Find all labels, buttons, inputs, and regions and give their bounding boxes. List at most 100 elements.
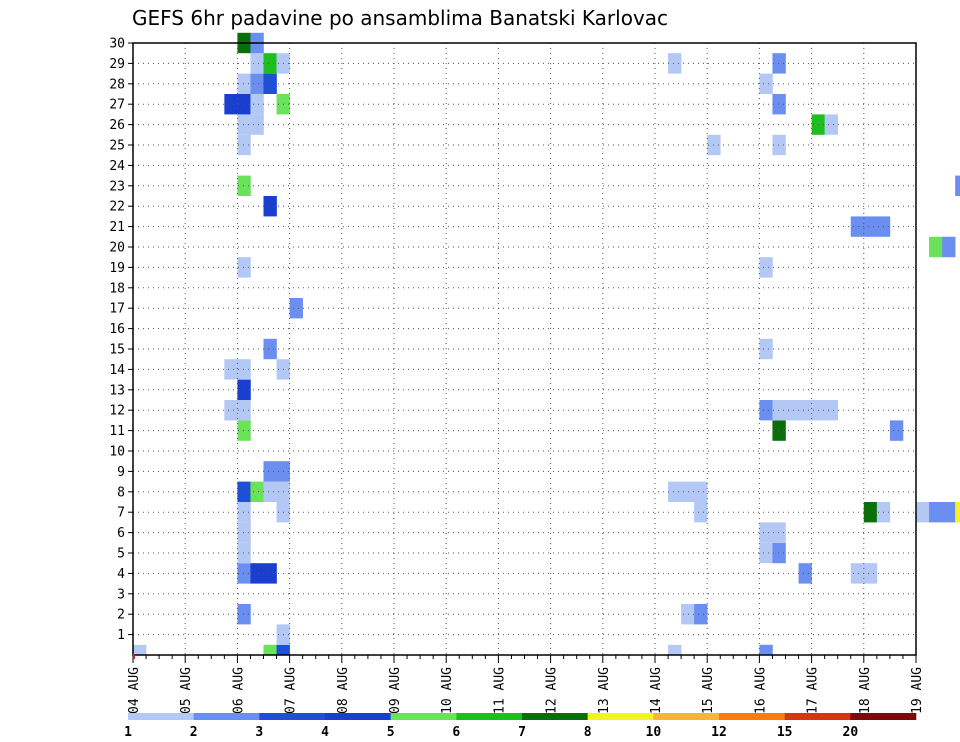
x-tick-label: 19 AUG bbox=[910, 667, 925, 714]
precip-cell bbox=[955, 502, 960, 523]
precip-cell bbox=[694, 604, 708, 625]
precip-cell bbox=[263, 481, 277, 502]
y-tick-label: 22 bbox=[109, 200, 125, 215]
precip-cell bbox=[942, 236, 956, 258]
precip-cell bbox=[929, 502, 943, 523]
precip-cell bbox=[237, 604, 251, 625]
precip-cell bbox=[916, 502, 930, 523]
colorbar-label: 6 bbox=[452, 725, 460, 740]
precip-cell bbox=[250, 481, 264, 502]
precip-cell bbox=[237, 175, 251, 196]
precip-cell bbox=[263, 338, 277, 360]
precip-cell bbox=[237, 379, 251, 400]
colorbar-label: 3 bbox=[255, 725, 263, 740]
colorbar-swatch bbox=[784, 713, 851, 720]
x-tick-label: 16 AUG bbox=[753, 667, 768, 714]
y-tick-label: 28 bbox=[109, 77, 125, 92]
precip-cell bbox=[863, 563, 878, 584]
precip-cell bbox=[759, 522, 773, 543]
colorbar-label: 5 bbox=[387, 725, 395, 740]
x-tick-label: 11 AUG bbox=[492, 667, 507, 714]
precip-cell bbox=[237, 73, 251, 94]
y-tick-label: 26 bbox=[109, 118, 125, 133]
precip-cell bbox=[863, 216, 878, 237]
y-tick-label: 3 bbox=[117, 587, 125, 602]
x-axis: 04 AUG 05 AUG 06 AUG 07 AUG 08 AUG 09 AUG 10 A… bbox=[127, 654, 925, 714]
colorbar-label: 4 bbox=[321, 725, 329, 740]
precip-cell bbox=[250, 94, 264, 115]
x-tick-label: 05 AUG bbox=[179, 667, 194, 714]
precip-cell bbox=[759, 338, 773, 360]
precip-cell bbox=[237, 420, 251, 441]
precip-cell bbox=[955, 175, 960, 196]
precip-cell bbox=[224, 94, 238, 115]
precip-cell bbox=[772, 420, 786, 441]
colorbar-swatch bbox=[522, 713, 588, 720]
y-tick-label: 29 bbox=[109, 57, 125, 72]
precip-cell bbox=[250, 563, 264, 584]
colorbar-swatch bbox=[193, 713, 260, 720]
precip-cell bbox=[850, 216, 865, 237]
chart-title: GEFS 6hr padavine po ansamblima Banatski… bbox=[132, 6, 668, 30]
precip-cell bbox=[772, 542, 786, 564]
y-tick-label: 18 bbox=[109, 281, 125, 296]
x-tick-label: 08 AUG bbox=[336, 667, 351, 714]
y-tick-label: 9 bbox=[117, 465, 125, 480]
precip-cell bbox=[250, 53, 264, 74]
precip-cell bbox=[798, 563, 812, 584]
precip-cell bbox=[798, 400, 812, 421]
precip-cell bbox=[668, 481, 682, 502]
y-tick-label: 2 bbox=[117, 608, 125, 623]
colorbar-label: 12 bbox=[711, 725, 727, 740]
precip-cell bbox=[759, 73, 773, 94]
y-tick-label: 15 bbox=[109, 343, 125, 358]
x-tick-label: 14 AUG bbox=[649, 667, 664, 714]
precip-cell bbox=[785, 400, 799, 421]
colorbar-swatch bbox=[128, 713, 194, 720]
precip-cell bbox=[772, 53, 786, 74]
x-tick-label: 04 AUG bbox=[127, 667, 142, 714]
colorbar: 1 2 3 4 5 6 7 8 10 12 15 20 bbox=[124, 713, 917, 740]
x-tick-label: 17 AUG bbox=[806, 667, 821, 714]
y-axis: 1234567891011121314151617181920212223242… bbox=[109, 37, 133, 643]
precip-cell bbox=[250, 114, 264, 135]
x-tick-label: 12 AUG bbox=[545, 667, 560, 714]
precip-cell bbox=[237, 257, 251, 278]
x-tick-label: 13 AUG bbox=[597, 667, 612, 714]
colorbar-swatch bbox=[719, 713, 785, 720]
precip-cell bbox=[263, 644, 277, 655]
precip-cell bbox=[237, 522, 251, 543]
y-tick-label: 21 bbox=[109, 220, 125, 235]
precip-cell bbox=[772, 400, 786, 421]
precip-cell bbox=[133, 644, 147, 655]
precip-cell bbox=[276, 644, 290, 655]
colorbar-swatch bbox=[850, 713, 917, 720]
precip-cell bbox=[224, 359, 238, 380]
colorbar-label: 7 bbox=[518, 725, 526, 740]
y-tick-label: 6 bbox=[117, 526, 125, 541]
y-tick-label: 4 bbox=[117, 567, 125, 582]
colorbar-swatch bbox=[259, 713, 326, 720]
precip-cell bbox=[772, 522, 786, 543]
precip-cell bbox=[850, 563, 865, 584]
y-tick-label: 16 bbox=[109, 322, 125, 337]
precip-cell bbox=[263, 73, 277, 94]
colorbar-swatch bbox=[587, 713, 654, 720]
precip-cell bbox=[237, 114, 251, 135]
colorbar-swatch bbox=[456, 713, 523, 720]
colorbar-swatch bbox=[325, 713, 391, 720]
precip-cell bbox=[237, 134, 251, 156]
precip-cell bbox=[668, 644, 682, 655]
precip-cell bbox=[681, 604, 695, 625]
colorbar-label: 15 bbox=[777, 725, 793, 740]
precip-cell bbox=[237, 481, 251, 502]
x-tick-label: 18 AUG bbox=[858, 667, 873, 714]
precip-cell bbox=[250, 73, 264, 94]
precip-cell bbox=[694, 481, 708, 502]
precip-cell bbox=[263, 461, 277, 482]
precip-cell bbox=[759, 257, 773, 278]
y-tick-label: 1 bbox=[117, 628, 125, 643]
colorbar-label: 2 bbox=[190, 725, 198, 740]
precip-cell bbox=[772, 134, 786, 156]
